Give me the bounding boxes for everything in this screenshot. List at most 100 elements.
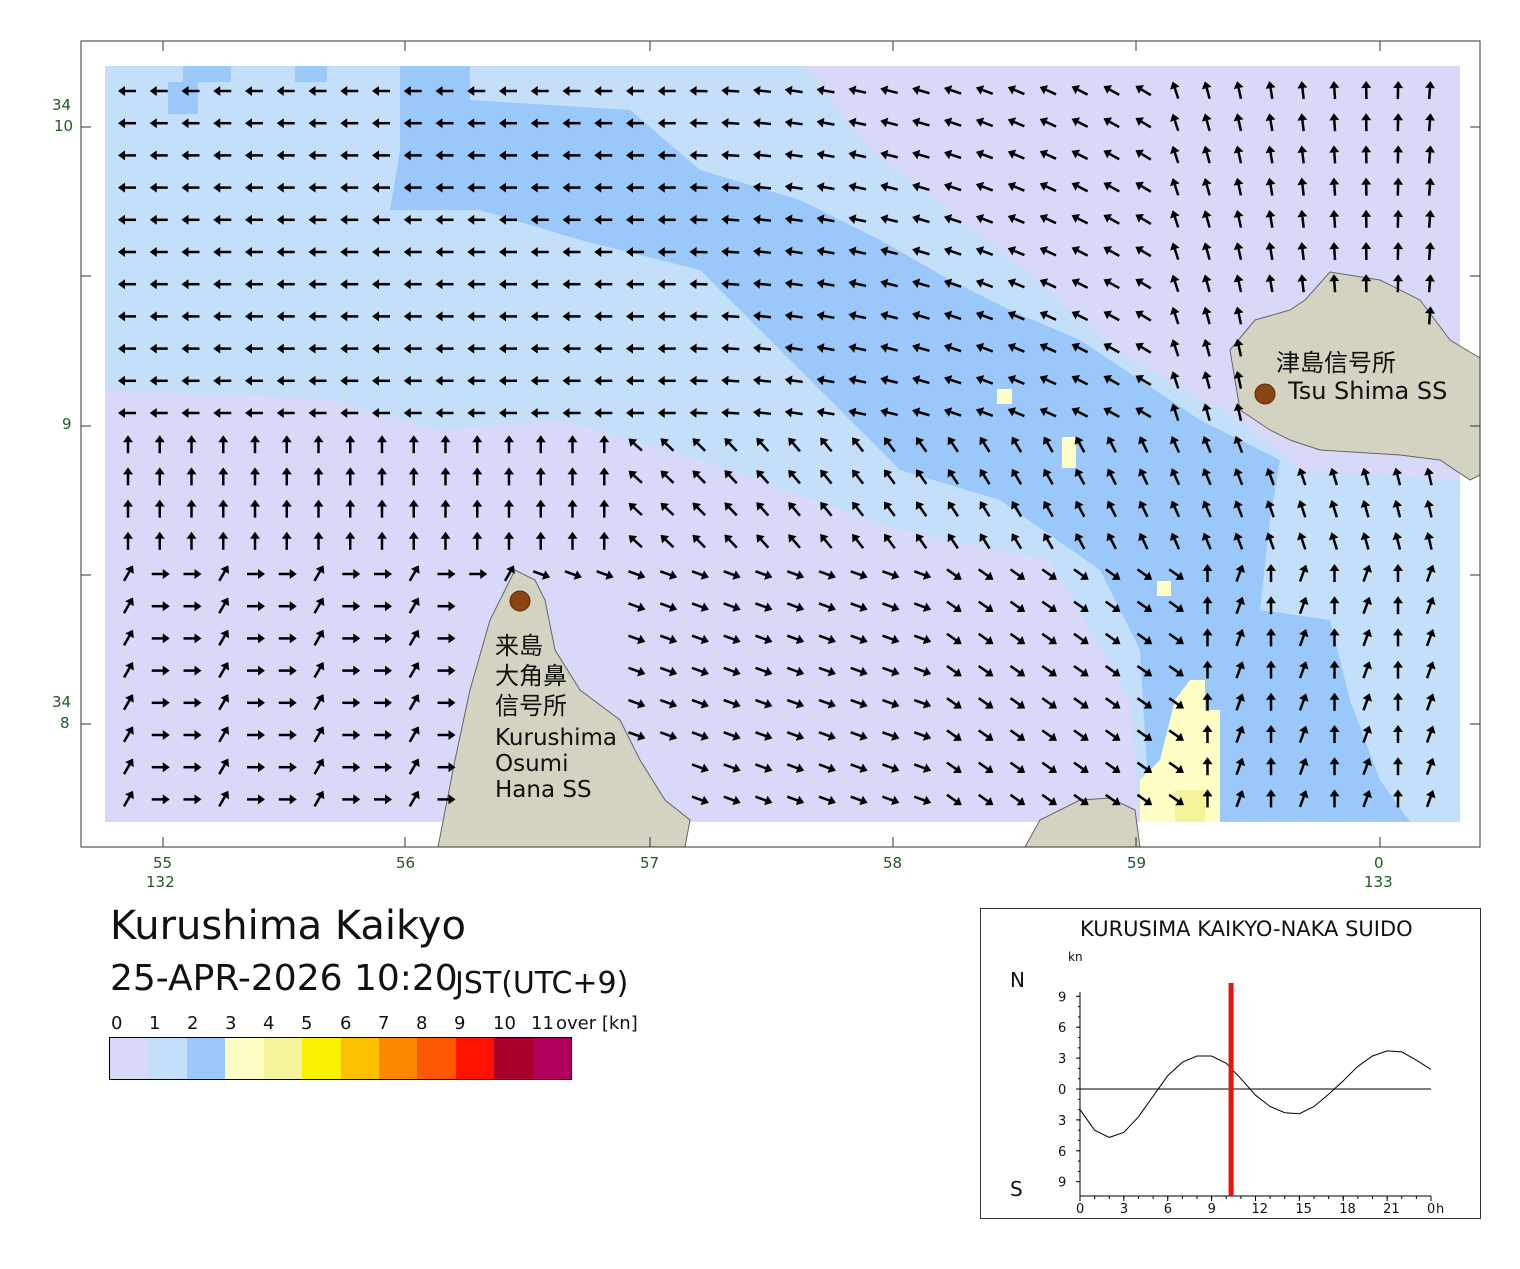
current-arrow bbox=[626, 182, 644, 193]
current-arrow bbox=[850, 795, 868, 806]
current-arrow bbox=[1266, 725, 1276, 743]
current-arrow bbox=[753, 375, 772, 386]
current-arrow bbox=[504, 435, 514, 454]
current-arrow bbox=[1170, 113, 1180, 132]
current-arrow bbox=[880, 149, 899, 160]
current-vectors bbox=[118, 81, 1436, 808]
current-arrow bbox=[915, 533, 928, 550]
current-arrow bbox=[884, 469, 896, 485]
current-arrow bbox=[912, 117, 930, 128]
current-arrow bbox=[820, 534, 833, 549]
speed-zone-0kn bbox=[105, 390, 860, 822]
current-arrow bbox=[250, 467, 260, 486]
speed-patch bbox=[1157, 581, 1171, 596]
current-arrow bbox=[245, 214, 263, 225]
current-arrow bbox=[1168, 761, 1184, 774]
current-arrow bbox=[562, 343, 581, 354]
land-areas bbox=[437, 271, 1481, 848]
kurushima-name-en: Kurushima bbox=[495, 725, 617, 751]
current-arrow bbox=[1039, 181, 1057, 193]
current-arrow bbox=[218, 629, 230, 646]
current-arrow bbox=[1329, 242, 1340, 261]
current-arrow bbox=[1362, 725, 1372, 743]
current-arrow bbox=[820, 437, 833, 453]
current-arrow bbox=[721, 343, 740, 354]
map-title: Kurushima Kaikyo bbox=[110, 903, 466, 949]
current-arrow bbox=[784, 375, 803, 386]
current-arrow bbox=[977, 568, 994, 580]
current-arrow bbox=[784, 311, 803, 321]
current-arrow bbox=[1233, 435, 1244, 454]
current-arrow bbox=[692, 470, 707, 484]
current-arrow bbox=[723, 570, 741, 580]
current-arrow bbox=[1361, 145, 1372, 164]
current-arrow bbox=[1201, 371, 1212, 389]
current-arrow bbox=[1201, 242, 1212, 261]
current-arrow bbox=[377, 499, 387, 518]
current-arrow bbox=[562, 214, 581, 225]
current-arrow bbox=[1106, 468, 1117, 486]
current-arrow bbox=[183, 697, 202, 708]
current-arrow bbox=[408, 467, 419, 486]
current-arrow bbox=[692, 502, 707, 517]
current-arrow bbox=[154, 435, 165, 454]
current-arrow bbox=[245, 86, 263, 96]
current-arrow bbox=[342, 697, 361, 708]
current-arrow bbox=[1360, 532, 1371, 550]
current-arrow bbox=[308, 311, 327, 322]
current-arrow bbox=[403, 182, 422, 193]
current-arrow bbox=[374, 730, 392, 740]
current-arrow bbox=[1328, 532, 1339, 550]
current-arrow bbox=[186, 531, 197, 550]
current-arrow bbox=[1104, 568, 1121, 580]
current-arrow bbox=[1362, 564, 1372, 582]
current-arrow bbox=[979, 468, 991, 485]
current-arrow bbox=[435, 214, 454, 225]
current-arrow bbox=[1201, 306, 1212, 325]
current-arrow bbox=[1233, 113, 1244, 132]
current-arrow bbox=[1393, 81, 1404, 100]
current-arrow bbox=[1329, 145, 1340, 164]
lat-label-min: 9 bbox=[62, 415, 72, 433]
speed-zone-3kn bbox=[1140, 680, 1220, 822]
current-arrow bbox=[313, 531, 324, 550]
current-arrow bbox=[1136, 632, 1153, 645]
current-arrow bbox=[567, 435, 578, 454]
current-arrow bbox=[1103, 310, 1120, 322]
current-arrow bbox=[852, 501, 865, 517]
current-arrow bbox=[435, 150, 454, 161]
current-arrow bbox=[755, 602, 773, 612]
current-arrow bbox=[977, 793, 994, 806]
current-arrow bbox=[723, 634, 741, 645]
current-arrow bbox=[408, 661, 420, 679]
current-arrow bbox=[659, 731, 678, 741]
current-arrow bbox=[403, 343, 422, 354]
current-arrow bbox=[1424, 145, 1435, 164]
current-arrow bbox=[181, 311, 200, 322]
current-arrow bbox=[657, 311, 676, 322]
current-arrow bbox=[913, 731, 932, 741]
current-arrow bbox=[753, 117, 772, 128]
legend-swatch bbox=[263, 1038, 303, 1079]
current-arrow bbox=[472, 467, 483, 486]
current-arrow bbox=[504, 467, 514, 486]
current-arrow bbox=[181, 375, 200, 386]
current-arrow bbox=[118, 214, 136, 225]
current-arrow bbox=[213, 408, 232, 418]
current-arrow bbox=[340, 311, 359, 322]
current-arrow bbox=[1328, 500, 1339, 518]
current-arrow bbox=[499, 214, 517, 225]
legend-swatch bbox=[494, 1038, 533, 1079]
current-arrow bbox=[1297, 274, 1308, 293]
legend-swatch bbox=[417, 1038, 456, 1079]
current-arrow bbox=[1360, 467, 1371, 486]
current-arrow bbox=[1007, 246, 1025, 257]
current-arrow bbox=[245, 343, 263, 354]
current-arrow bbox=[1233, 403, 1244, 422]
current-arrow bbox=[535, 499, 546, 518]
current-arrow bbox=[372, 150, 390, 161]
current-arrow bbox=[880, 310, 899, 321]
current-arrow bbox=[372, 279, 390, 290]
current-arrow bbox=[213, 343, 232, 354]
legend-swatch bbox=[340, 1038, 379, 1079]
